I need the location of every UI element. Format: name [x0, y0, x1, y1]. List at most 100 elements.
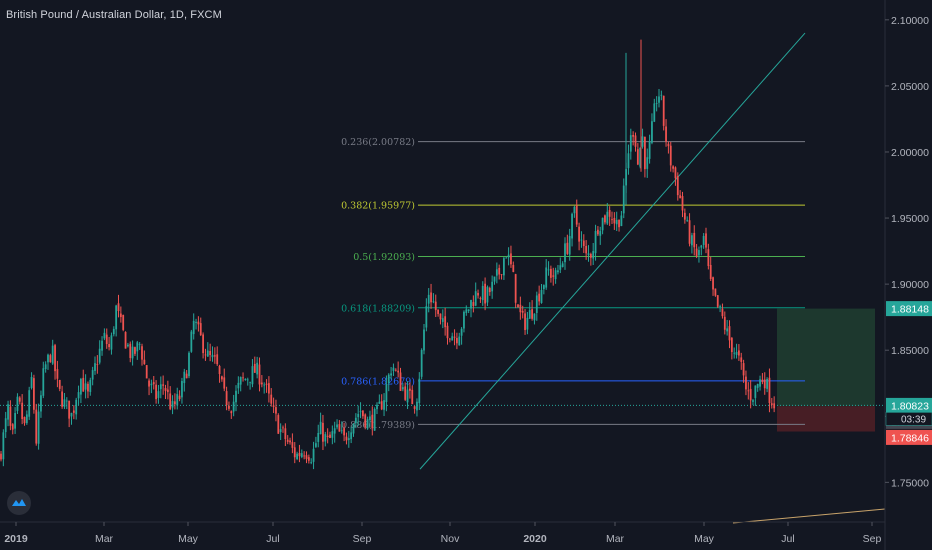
candle-body: [63, 399, 66, 407]
candle-up: [467, 309, 470, 314]
candle-down: [35, 403, 38, 446]
candle-body: [0, 453, 2, 460]
candle-down: [260, 375, 263, 388]
candle-body: [223, 377, 226, 389]
candle-up: [25, 410, 28, 425]
price-tick-label: 1.95000: [891, 213, 929, 225]
candle-up: [465, 305, 468, 316]
candle-body: [253, 363, 256, 373]
candle-up: [40, 390, 42, 418]
candle-down: [174, 393, 176, 410]
candle-up: [651, 113, 653, 145]
candle-body: [573, 206, 576, 214]
time-tick-label: 2020: [523, 533, 547, 545]
price-tag-text: 1.80823: [891, 400, 929, 412]
candle-up: [235, 385, 237, 412]
candle-up: [702, 233, 705, 249]
candle-down: [242, 372, 244, 382]
candle-down: [728, 320, 731, 349]
candle-up: [540, 284, 543, 304]
candle-up: [418, 372, 421, 411]
candle-down: [430, 283, 432, 309]
candle-body: [658, 96, 660, 103]
candle-body: [315, 443, 317, 447]
candle-body: [728, 326, 731, 341]
candle-body: [533, 313, 536, 321]
candle-body: [439, 313, 442, 320]
time-tick-label: Sep: [353, 533, 372, 545]
candle-body: [526, 317, 529, 330]
candle-up: [571, 212, 573, 247]
candle-down: [479, 296, 482, 303]
candle-up: [383, 393, 385, 417]
candle-body: [11, 424, 14, 430]
candle-down: [636, 143, 639, 166]
candle-up: [660, 90, 663, 101]
candle-body: [390, 373, 392, 376]
candle-body: [679, 195, 682, 199]
candle-body: [448, 338, 451, 340]
candle-body: [303, 455, 306, 457]
candle-down: [745, 370, 747, 396]
candle-body: [138, 344, 141, 345]
candle-down: [444, 307, 447, 336]
candle-down: [742, 359, 745, 383]
candle-up: [526, 311, 529, 335]
candle-body: [707, 249, 710, 266]
candle-body: [239, 377, 242, 385]
candle-body: [70, 412, 73, 417]
candle-down: [68, 400, 71, 428]
candle-body: [7, 404, 9, 420]
candle-up: [150, 379, 153, 394]
candle-body: [634, 135, 637, 147]
candle-up: [719, 304, 721, 313]
countdown-text: 03:39: [901, 414, 926, 425]
candle-up: [249, 381, 251, 390]
candle-body: [498, 267, 501, 275]
candle-body: [589, 253, 592, 258]
candle-up: [554, 267, 557, 284]
fib-level-label: 0.382(1.95977): [341, 201, 415, 212]
candle-body: [641, 136, 644, 147]
candle-body: [517, 304, 519, 308]
candle-body: [14, 413, 16, 429]
candle-body: [171, 401, 174, 408]
candle-down: [108, 336, 110, 351]
candle-body: [575, 205, 578, 225]
candle-up: [387, 373, 390, 392]
tradingview-logo-icon[interactable]: [7, 491, 31, 515]
candle-down: [740, 352, 743, 370]
candle-down: [644, 136, 646, 178]
candle-body: [693, 232, 696, 248]
candle-up: [206, 342, 209, 357]
candle-body: [460, 328, 463, 336]
time-tick-label: May: [178, 533, 199, 545]
candle-down: [202, 332, 204, 359]
candle-up: [385, 375, 388, 412]
candle-down: [763, 372, 766, 395]
candle-down: [105, 328, 108, 349]
candle-up: [495, 262, 498, 284]
price-tick-label: 1.90000: [891, 279, 929, 291]
price-tick-label: 2.10000: [891, 15, 929, 27]
candle-down: [498, 264, 501, 280]
candle-body: [279, 429, 282, 433]
candle-down: [667, 141, 670, 154]
candle-body: [446, 325, 449, 339]
candle-body: [566, 242, 569, 254]
candle-body: [404, 386, 407, 400]
candle-up: [171, 395, 174, 415]
time-tick-label: Mar: [95, 533, 114, 545]
candle-down: [413, 405, 416, 414]
candle-down: [578, 222, 580, 251]
candle-body: [190, 331, 193, 352]
candle-body: [716, 295, 719, 307]
price-tag-text: 1.88148: [891, 304, 929, 316]
time-axis: 2019 Mar May Jul Sep Nov 2020 Mar May Jul Sep: [0, 521, 885, 545]
price-tag-bg: [886, 301, 932, 317]
candle-down: [291, 433, 294, 454]
candle-down: [199, 317, 202, 337]
position-stop-zone: [777, 406, 875, 432]
candle-body: [756, 383, 759, 388]
